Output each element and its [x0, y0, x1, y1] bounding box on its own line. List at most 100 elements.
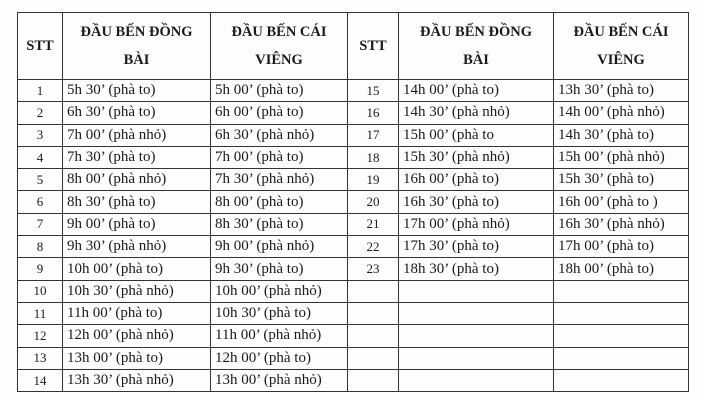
dong-bai-time-cell: 8h 30’ (phà to)	[62, 190, 211, 214]
stt-cell: 12	[17, 324, 63, 348]
stt-cell: 13	[17, 346, 63, 370]
dong-bai-time-cell: 13h 30’ (phà nhỏ)	[62, 368, 211, 393]
cai-vieng-time-cell: 16h 00’ (phà to )	[553, 190, 689, 214]
header-text: ĐẦU BẾN ĐỒNG	[80, 24, 193, 40]
header-text: VIÊNG	[597, 52, 645, 68]
table-row: 6 8h 30’ (phà to) 8h 00’ (phà to) 20 16h 30’…	[17, 190, 689, 214]
stt-cell: 20	[347, 190, 399, 214]
dong-bai-time-cell: 7h 00’ (phà nhỏ)	[62, 123, 211, 147]
stt-cell: 19	[347, 168, 399, 192]
header-dong-bai: ĐẦU BẾN ĐỒNG BÀI	[62, 12, 211, 80]
cai-vieng-time-cell: 15h 00’ (phà nhỏ)	[553, 145, 689, 170]
stt-cell: 18	[347, 145, 399, 170]
header-row: STT ĐẦU BẾN ĐỒNG BÀI ĐẦU BẾN CÁI VIÊNG STT ĐẦU…	[17, 12, 689, 80]
stt-cell: 4	[17, 145, 63, 170]
cai-vieng-time-cell	[553, 279, 689, 303]
header-text: STT	[26, 38, 54, 54]
cai-vieng-time-cell: 7h 00’ (phà to)	[210, 145, 348, 170]
table-row: 10 10h 30’ (phà nhỏ) 10h 00’ (phà nhỏ)	[17, 279, 689, 303]
dong-bai-time-cell: 12h 00’ (phà nhỏ)	[62, 324, 211, 348]
cai-vieng-time-cell: 6h 00’ (phà to)	[210, 101, 348, 125]
dong-bai-time-cell: 15h 00’ (phà to	[398, 123, 554, 147]
header-cai-vieng: ĐẦU BẾN CÁI VIÊNG	[210, 12, 348, 80]
dong-bai-time-cell: 10h 30’ (phà nhỏ)	[62, 279, 211, 303]
dong-bai-time-cell: 11h 00’ (phà to)	[62, 301, 211, 326]
dong-bai-time-cell: 14h 00’ (phà to)	[398, 78, 554, 103]
stt-cell: 22	[347, 235, 399, 259]
header-text: BÀI	[463, 52, 489, 68]
stt-cell: 1	[17, 78, 63, 103]
cai-vieng-time-cell: 7h 30’ (phà nhỏ)	[210, 168, 348, 192]
table-row: 2 6h 30’ (phà to) 6h 00’ (phà to) 16 14h 30’…	[17, 101, 689, 125]
header-text: ĐẦU BẾN CÁI	[573, 24, 669, 40]
cai-vieng-time-cell: 12h 00’ (phà to)	[210, 346, 348, 370]
cai-vieng-time-cell: 13h 00’ (phà nhỏ)	[210, 368, 348, 393]
stt-cell: 6	[17, 190, 63, 214]
dong-bai-time-cell	[398, 301, 554, 326]
stt-cell	[347, 346, 399, 370]
dong-bai-time-cell: 7h 30’ (phà to)	[62, 145, 211, 170]
cai-vieng-time-cell: 8h 30’ (phà to)	[210, 212, 348, 237]
table-row: 11 11h 00’ (phà to) 10h 30’ (phà to)	[17, 301, 689, 326]
stt-cell: 23	[347, 257, 399, 281]
cai-vieng-time-cell	[553, 301, 689, 326]
stt-cell: 11	[17, 301, 63, 326]
table-row: 3 7h 00’ (phà nhỏ) 6h 30’ (phà nhỏ) 17 15h 0…	[17, 123, 689, 147]
cai-vieng-time-cell: 10h 00’ (phà nhỏ)	[210, 279, 348, 303]
dong-bai-time-cell: 15h 30’ (phà nhỏ)	[398, 145, 554, 170]
header-text: VIÊNG	[255, 52, 303, 68]
cai-vieng-time-cell: 15h 30’ (phà to)	[553, 168, 689, 192]
stt-cell	[347, 368, 399, 393]
dong-bai-time-cell: 14h 30’ (phà nhỏ)	[398, 101, 554, 125]
cai-vieng-time-cell: 6h 30’ (phà nhỏ)	[210, 123, 348, 147]
cai-vieng-time-cell: 5h 00’ (phà to)	[210, 78, 348, 103]
stt-cell: 3	[17, 123, 63, 147]
dong-bai-time-cell: 18h 30’ (phà to)	[398, 257, 554, 281]
dong-bai-time-cell: 9h 30’ (phà nhỏ)	[62, 235, 211, 259]
cai-vieng-time-cell: 8h 00’ (phà to)	[210, 190, 348, 214]
stt-cell: 8	[17, 235, 63, 259]
cai-vieng-time-cell	[553, 346, 689, 370]
dong-bai-time-cell: 13h 00’ (phà to)	[62, 346, 211, 370]
dong-bai-time-cell	[398, 346, 554, 370]
cai-vieng-time-cell: 18h 00’ (phà to)	[553, 257, 689, 281]
stt-cell: 5	[17, 168, 63, 192]
stt-cell	[347, 279, 399, 303]
stt-cell: 2	[17, 101, 63, 125]
dong-bai-time-cell: 8h 00’ (phà nhỏ)	[62, 168, 211, 192]
table-row: 4 7h 30’ (phà to) 7h 00’ (phà to) 18 15h 30’…	[17, 145, 689, 170]
dong-bai-time-cell: 16h 00’ (phà to)	[398, 168, 554, 192]
stt-cell: 15	[347, 78, 399, 103]
dong-bai-time-cell: 9h 00’ (phà to)	[62, 212, 211, 237]
table-row: 1 5h 30’ (phà to) 5h 00’ (phà to) 15 14h 00’…	[17, 78, 689, 103]
stt-cell: 21	[347, 212, 399, 237]
ferry-schedule-table: STT ĐẦU BẾN ĐỒNG BÀI ĐẦU BẾN CÁI VIÊNG STT ĐẦU…	[17, 12, 689, 393]
header-text: ĐẦU BẾN ĐỒNG	[420, 24, 532, 40]
cai-vieng-time-cell: 10h 30’ (phà to)	[210, 301, 348, 326]
header-stt: STT	[17, 12, 63, 80]
stt-cell	[347, 301, 399, 326]
stt-cell: 10	[17, 279, 63, 303]
dong-bai-time-cell: 10h 00’ (phà to)	[62, 257, 211, 281]
table-row: 13 13h 00’ (phà to) 12h 00’ (phà to)	[17, 346, 689, 370]
cai-vieng-time-cell: 9h 30’ (phà to)	[210, 257, 348, 281]
cai-vieng-time-cell: 14h 30’ (phà to)	[553, 123, 689, 147]
dong-bai-time-cell: 5h 30’ (phà to)	[62, 78, 211, 103]
table-row: 14 13h 30’ (phà nhỏ) 13h 00’ (phà nhỏ)	[17, 368, 689, 393]
stt-cell: 9	[17, 257, 63, 281]
dong-bai-time-cell: 16h 30’ (phà to)	[398, 190, 554, 214]
cai-vieng-time-cell	[553, 368, 689, 393]
header-cai-vieng: ĐẦU BẾN CÁI VIÊNG	[553, 12, 689, 80]
dong-bai-time-cell: 6h 30’ (phà to)	[62, 101, 211, 125]
header-stt: STT	[347, 12, 399, 80]
cai-vieng-time-cell: 16h 30’ (phà nhỏ)	[553, 212, 689, 237]
cai-vieng-time-cell	[553, 324, 689, 348]
dong-bai-time-cell: 17h 30’ (phà to)	[398, 235, 554, 259]
stt-cell: 16	[347, 101, 399, 125]
stt-cell	[347, 324, 399, 348]
dong-bai-time-cell	[398, 324, 554, 348]
header-text: STT	[359, 38, 387, 54]
dong-bai-time-cell	[398, 368, 554, 393]
header-dong-bai: ĐẦU BẾN ĐỒNG BÀI	[398, 12, 554, 80]
dong-bai-time-cell: 17h 00’ (phà nhỏ)	[398, 212, 554, 237]
